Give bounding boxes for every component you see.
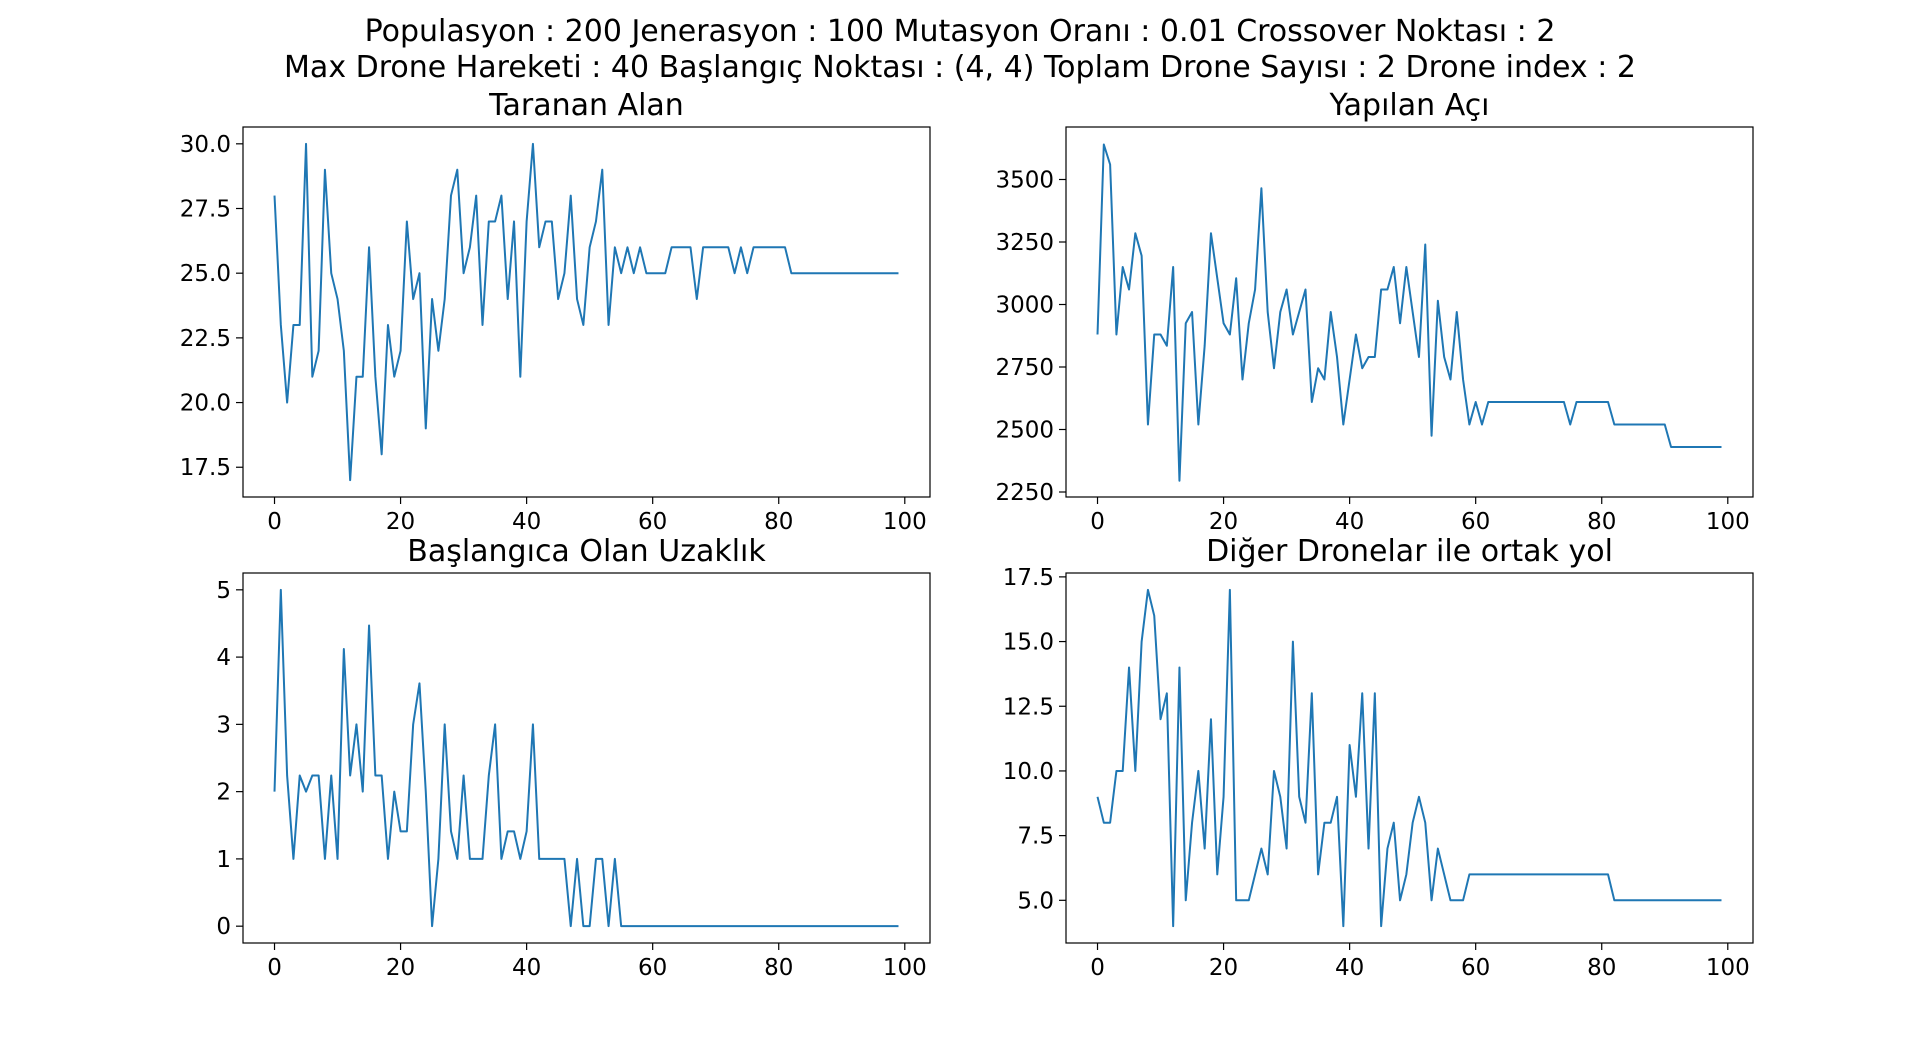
- y-tick-label: 10.0: [1003, 759, 1054, 785]
- y-tick-label: 7.5: [1017, 824, 1054, 850]
- figure-suptitle-line-1: Populasyon : 200 Jenerasyon : 100 Mutasy…: [364, 14, 1556, 49]
- y-tick-label: 17.5: [180, 455, 231, 481]
- x-tick-label: 0: [267, 509, 282, 535]
- x-tick-label: 0: [1090, 955, 1105, 981]
- y-tick-label: 5.0: [1017, 888, 1054, 914]
- x-tick-label: 60: [1461, 509, 1490, 535]
- series-line-diger-dronelar-ortak-yol-0: [1096, 588, 1722, 928]
- series-line-taranan-alan-0: [273, 142, 899, 482]
- y-tick-label: 0: [216, 914, 231, 940]
- y-tick-label: 2500: [995, 418, 1054, 444]
- x-tick-label: 20: [1209, 955, 1238, 981]
- x-tick-label: 40: [512, 509, 541, 535]
- x-tick-label: 100: [883, 955, 927, 981]
- y-tick-label: 12.5: [1003, 694, 1054, 720]
- y-tick-label: 2: [216, 780, 231, 806]
- x-tick-label: 40: [1335, 509, 1364, 535]
- axes-frame-yapilan-aci: [1065, 126, 1754, 498]
- y-tick-label: 17.5: [1003, 565, 1054, 591]
- y-tick-label: 20.0: [180, 391, 231, 417]
- y-tick-label: 4: [216, 645, 231, 671]
- x-tick-label: 60: [638, 955, 667, 981]
- y-tick-label: 5: [216, 578, 231, 604]
- y-tick-label: 22.5: [180, 326, 231, 352]
- x-tick-label: 20: [386, 955, 415, 981]
- axes-frame-taranan-alan: [242, 126, 931, 498]
- chart-title-baslangica-olan-uzaklik: Başlangıca Olan Uzaklık: [407, 534, 766, 569]
- chart-taranan-alan: Taranan Alan 0 20 40 60 80 100 17.5 20.0 22.5 25.0…: [180, 88, 931, 535]
- y-tick-label: 27.5: [180, 197, 231, 223]
- x-tick-label: 80: [764, 509, 793, 535]
- x-tick-label: 20: [1209, 509, 1238, 535]
- x-tick-label: 60: [638, 509, 667, 535]
- x-tick-label: 0: [1090, 509, 1105, 535]
- y-tick-label: 3000: [995, 293, 1054, 319]
- y-tick-label: 3500: [995, 168, 1054, 194]
- x-tick-label: 0: [267, 955, 282, 981]
- axes-frame-baslangica-olan-uzaklik: [242, 572, 931, 944]
- x-tick-label: 80: [1587, 955, 1616, 981]
- x-tick-label: 100: [1706, 955, 1750, 981]
- x-tick-label: 100: [883, 509, 927, 535]
- x-tick-label: 40: [512, 955, 541, 981]
- y-tick-label: 2250: [995, 480, 1054, 506]
- y-tick-label: 15.0: [1003, 630, 1054, 656]
- x-tick-label: 80: [1587, 509, 1616, 535]
- x-tick-label: 60: [1461, 955, 1490, 981]
- y-tick-label: 25.0: [180, 261, 231, 287]
- chart-diger-dronelar-ortak-yol: Diğer Dronelar ile ortak yol 0 20 40 60 80 100…: [1003, 534, 1754, 981]
- y-tick-label: 30.0: [180, 132, 231, 158]
- chart-yapilan-aci: Yapılan Açı 0 20 40 60 80 100 2250 2500 2750 3000 3…: [995, 88, 1754, 535]
- y-tick-label: 3: [216, 712, 231, 738]
- y-tick-label: 3250: [995, 230, 1054, 256]
- chart-title-taranan-alan: Taranan Alan: [488, 88, 684, 123]
- x-tick-label: 100: [1706, 509, 1750, 535]
- chart-title-diger-dronelar-ortak-yol: Diğer Dronelar ile ortak yol: [1206, 534, 1613, 569]
- chart-baslangica-olan-uzaklik: Başlangıca Olan Uzaklık 0 20 40 60 80 100 0 1 2 3 4…: [216, 534, 931, 981]
- series-line-yapilan-aci-0: [1096, 143, 1722, 482]
- figure-suptitle-line-2: Max Drone Hareketi : 40 Başlangıç Noktas…: [284, 50, 1636, 85]
- series-line-baslangica-olan-uzaklik-0: [273, 588, 899, 928]
- x-tick-label: 80: [764, 955, 793, 981]
- axes-frame-diger-dronelar-ortak-yol: [1065, 572, 1754, 944]
- y-tick-label: 2750: [995, 355, 1054, 381]
- x-tick-label: 20: [386, 509, 415, 535]
- chart-title-yapilan-aci: Yapılan Açı: [1328, 88, 1489, 123]
- x-tick-label: 40: [1335, 955, 1364, 981]
- y-tick-label: 1: [216, 847, 231, 873]
